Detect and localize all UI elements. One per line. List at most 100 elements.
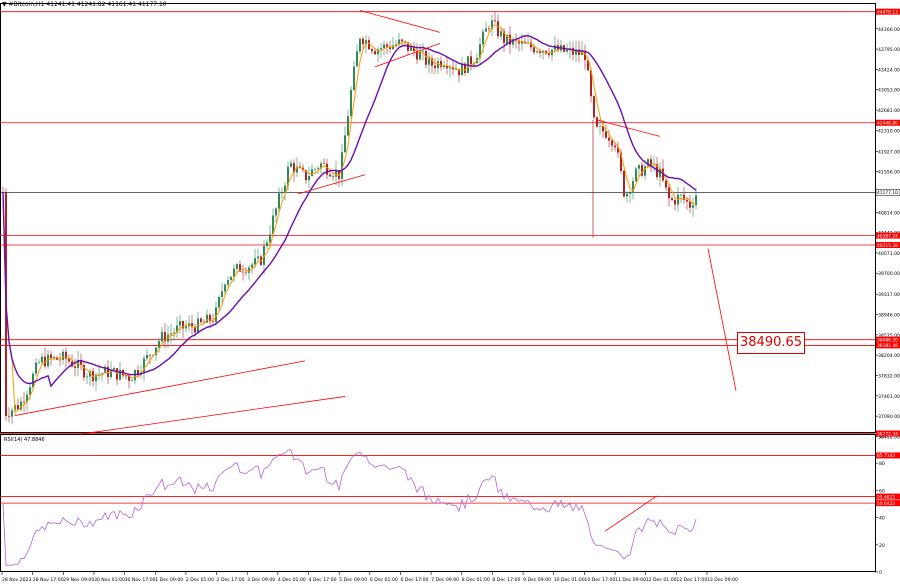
level-price-tag [876, 232, 900, 239]
candle-body [692, 205, 694, 208]
rsi-level-tag [876, 452, 900, 459]
candle-body [17, 405, 19, 410]
candle-body [212, 321, 214, 322]
candle-body [497, 21, 499, 37]
candle-body [503, 31, 505, 43]
level-price-text: 42448.80 [877, 121, 898, 127]
candle-body [326, 163, 328, 175]
candle-body [659, 168, 661, 178]
candle-body [320, 163, 322, 169]
candle-body [530, 42, 532, 48]
rsi-axis-label: 0 [879, 570, 882, 576]
current-price-text: 41177.10 [877, 190, 898, 196]
candle-body [251, 264, 253, 268]
time-axis-label: 30 Nov 01:00 [94, 577, 125, 583]
candle-body [362, 38, 364, 45]
support-trendline [14, 360, 306, 416]
candle-body [356, 51, 358, 67]
candle-body [509, 34, 511, 45]
candle-body [221, 291, 223, 298]
candle-body [374, 51, 376, 55]
candle-body [242, 271, 244, 273]
candle-body [26, 394, 28, 403]
candle-body [104, 366, 106, 374]
candle-body [266, 242, 268, 246]
time-axis-label: 8 Dec 17:00 [492, 577, 520, 583]
candle-body [62, 351, 64, 360]
candle-body [674, 199, 676, 205]
candle-body [236, 264, 238, 269]
candle-body [383, 44, 385, 49]
candle-body [317, 168, 319, 169]
candle-body [479, 44, 481, 59]
price-axis-label: 37832.00 [878, 374, 900, 380]
price-axis-label: 40071.00 [878, 251, 900, 257]
candle-body [38, 362, 40, 363]
candle-body [641, 165, 643, 176]
level-price-tag [876, 242, 900, 249]
candle-body [173, 332, 175, 334]
candle-body [227, 280, 229, 285]
candle-body [59, 359, 61, 361]
collapse-triangle-icon[interactable]: ▼ [2, 1, 7, 8]
symbol-title: ▼ #Bitcoin,H1 41241.41 41241.82 41161.41… [2, 1, 167, 8]
candle-body [512, 39, 514, 45]
level-price-text: 38486.20 [877, 337, 898, 343]
candle-body [335, 170, 337, 177]
candle-body [158, 341, 160, 348]
candle-body [332, 176, 334, 177]
rsi-axis-label: 60 [879, 488, 885, 494]
candle-body [386, 44, 388, 47]
candle-body [275, 208, 277, 216]
candle-body [353, 66, 355, 90]
candle-body [203, 322, 205, 323]
price-axis-label: 39317.00 [878, 292, 900, 298]
candle-body [653, 164, 655, 165]
candle-body [623, 170, 625, 197]
price-axis-label: 39700.00 [878, 271, 900, 277]
candle-body [218, 297, 220, 308]
candle-body [671, 198, 673, 200]
pennant-upper-line [359, 10, 441, 33]
candle-body [176, 325, 178, 333]
candle-body [230, 276, 232, 281]
candle-body [584, 50, 586, 61]
candle-body [164, 332, 166, 342]
candle-body [368, 40, 370, 50]
candle-body [662, 168, 664, 181]
candle-body [110, 369, 112, 377]
candle-body [536, 51, 538, 53]
candle-body [590, 70, 592, 97]
candle-body [119, 369, 121, 380]
candle-body [440, 61, 442, 68]
candle-body [395, 44, 397, 46]
candle-body [248, 267, 250, 273]
candle-body [269, 234, 271, 243]
candle-body [365, 40, 367, 45]
candle-body [437, 61, 439, 69]
candle-body [314, 168, 316, 170]
candle-body [185, 326, 187, 329]
candle-body [392, 45, 394, 49]
candle-body [29, 387, 31, 395]
candle-body [521, 41, 523, 44]
candle-body [224, 284, 226, 292]
candle-body [533, 47, 535, 53]
candle-body [155, 347, 157, 356]
time-axis-label: 4 Dec 01:00 [278, 577, 306, 583]
price-axis-label: 43795.00 [878, 47, 900, 53]
candle-body [215, 307, 217, 322]
candle-body [485, 28, 487, 32]
time-axis-label: 12 Dec 01:00 [646, 577, 677, 583]
candle-body [125, 375, 127, 377]
level-price-tag [876, 8, 900, 15]
candle-body [452, 66, 454, 70]
candle-body [416, 51, 418, 60]
candle-body [443, 65, 445, 68]
time-axis-label: 8 Dec 01:00 [462, 577, 490, 583]
rsi-axis-label: 100 [879, 434, 888, 440]
candle-body [257, 256, 259, 259]
time-axis-label: 29 Nov 09:00 [63, 577, 94, 583]
candle-body [308, 175, 310, 181]
